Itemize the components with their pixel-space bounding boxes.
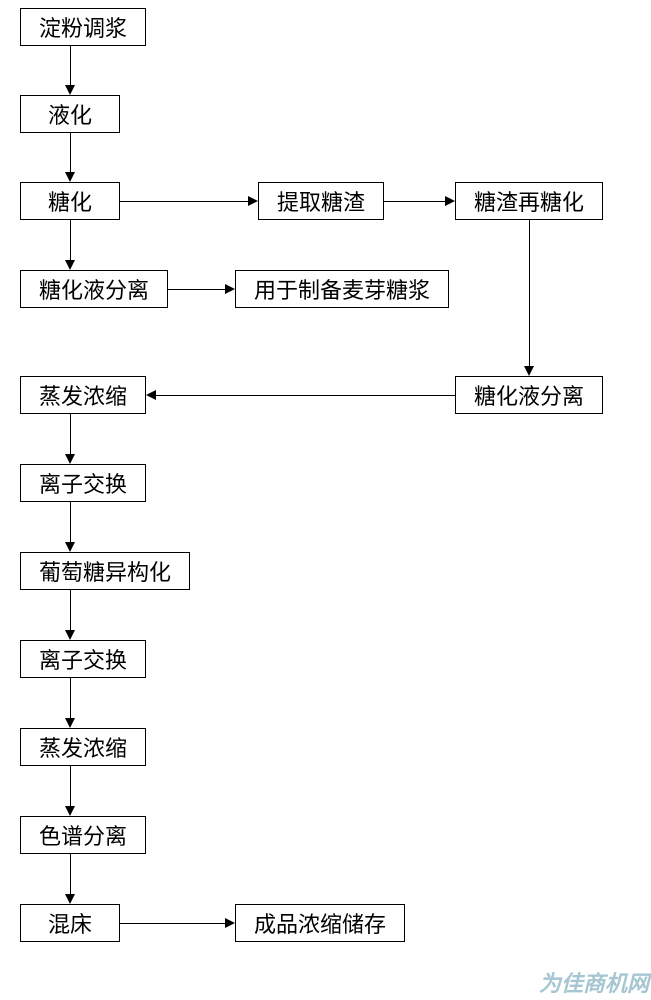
edge-n8-n10 xyxy=(70,414,71,454)
edge-n5-n9 xyxy=(529,220,530,366)
edge-n9-n8 xyxy=(156,395,455,396)
arrowhead-n13-n14 xyxy=(65,806,75,816)
flowchart-node-n8: 蒸发浓缩 xyxy=(20,376,146,414)
edge-n2-n3 xyxy=(70,133,71,172)
edge-n3-n6 xyxy=(70,220,71,260)
edge-n12-n13 xyxy=(70,678,71,718)
edge-n14-n15 xyxy=(70,854,71,894)
flowchart-node-n16: 成品浓缩储存 xyxy=(235,904,405,942)
flowchart-node-n6: 糖化液分离 xyxy=(20,270,168,308)
flowchart-node-n11: 葡萄糖异构化 xyxy=(20,552,190,590)
flowchart-node-n2: 液化 xyxy=(20,95,120,133)
arrowhead-n1-n2 xyxy=(65,85,75,95)
arrowhead-n14-n15 xyxy=(65,894,75,904)
flowchart-node-n10: 离子交换 xyxy=(20,464,146,502)
flowchart-node-n3: 糖化 xyxy=(20,182,120,220)
flowchart-node-n9: 糖化液分离 xyxy=(455,376,603,414)
arrowhead-n3-n6 xyxy=(65,260,75,270)
flowchart-node-n1: 淀粉调浆 xyxy=(20,8,146,46)
flowchart-node-n7: 用于制备麦芽糖浆 xyxy=(235,270,449,308)
arrowhead-n10-n11 xyxy=(65,542,75,552)
arrowhead-n6-n7 xyxy=(225,284,235,294)
flowchart-node-n12: 离子交换 xyxy=(20,640,146,678)
arrowhead-n5-n9 xyxy=(524,366,534,376)
watermark-text: 为佳商机网 xyxy=(539,966,649,998)
edge-n15-n16 xyxy=(120,923,225,924)
arrowhead-n4-n5 xyxy=(445,196,455,206)
flowchart-node-n4: 提取糖渣 xyxy=(258,182,384,220)
arrowhead-n3-n4 xyxy=(248,196,258,206)
edge-n13-n14 xyxy=(70,766,71,806)
edge-n4-n5 xyxy=(384,201,445,202)
edge-n10-n11 xyxy=(70,502,71,542)
arrowhead-n2-n3 xyxy=(65,172,75,182)
flowchart-node-n14: 色谱分离 xyxy=(20,816,146,854)
arrowhead-n12-n13 xyxy=(65,718,75,728)
flowchart-node-n15: 混床 xyxy=(20,904,120,942)
edge-n11-n12 xyxy=(70,590,71,630)
arrowhead-n9-n8 xyxy=(146,390,156,400)
edge-n6-n7 xyxy=(168,289,225,290)
flowchart-node-n13: 蒸发浓缩 xyxy=(20,728,146,766)
arrowhead-n15-n16 xyxy=(225,918,235,928)
edge-n1-n2 xyxy=(70,46,71,85)
edge-n3-n4 xyxy=(120,201,248,202)
flowchart-node-n5: 糖渣再糖化 xyxy=(455,182,603,220)
arrowhead-n11-n12 xyxy=(65,630,75,640)
arrowhead-n8-n10 xyxy=(65,454,75,464)
